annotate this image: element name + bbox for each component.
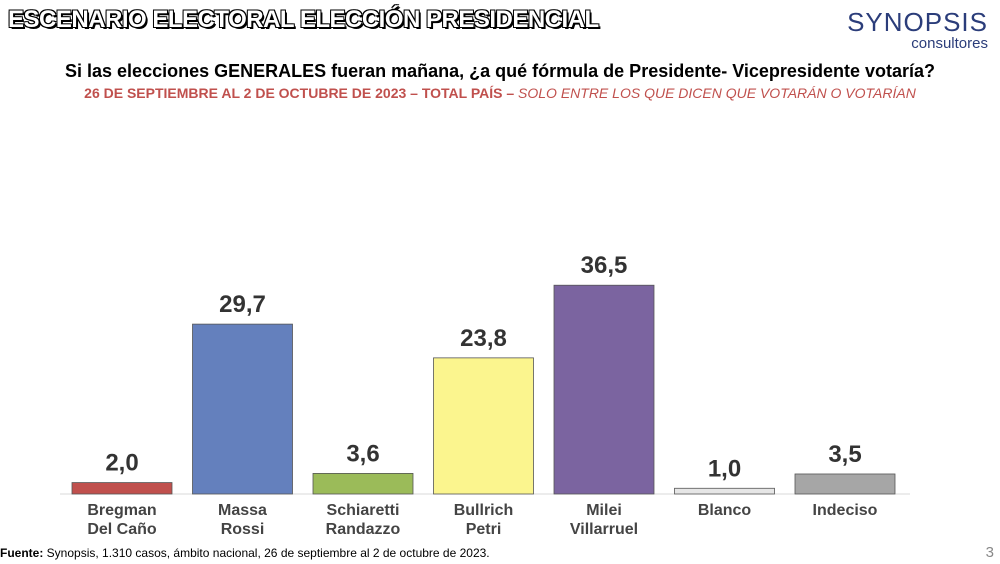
category-label-2-1: Randazzo [326,521,401,538]
bar-4 [553,284,655,495]
category-label-2-0: Schiaretti [327,502,400,519]
logo-sub-text: consultores [911,35,988,52]
category-label-4-1: Villarruel [570,521,638,538]
data-label-0: 2,0 [105,450,138,477]
data-label-2: 3,6 [346,440,379,467]
category-label-0-1: Del Caño [87,521,157,538]
header-title: ESCENARIO ELECTORAL ELECCIÓN PRESIDENCIA… [8,6,599,33]
category-label-3-0: Bullrich [454,502,514,519]
category-label-1-1: Rossi [221,521,265,538]
bar-3 [433,357,534,495]
category-label-6-0: Indeciso [813,502,878,519]
category-label-0-0: Bregman [87,502,156,519]
chart-subtitle: 26 DE SEPTIEMBRE AL 2 DE OCTUBRE DE 2023… [0,85,1000,101]
bar-0 [71,482,173,495]
data-label-4: 36,5 [581,252,628,279]
bar-1 [192,323,293,495]
category-label-5-0: Blanco [698,502,752,519]
source-note: Fuente: Synopsis, 1.310 casos, ámbito na… [0,546,490,560]
data-label-1: 29,7 [219,291,266,318]
category-label-1-0: Massa [218,502,267,519]
data-label-5: 1,0 [708,455,741,482]
bar-2 [312,473,414,495]
synopsis-logo: SYNOPSIS consultores [847,8,988,52]
data-label-3: 23,8 [460,325,507,352]
chart-question: Si las elecciones GENERALES fueran mañan… [65,61,935,81]
data-label-6: 3,5 [828,441,861,468]
page-number: 3 [985,544,994,561]
subtitle-italic: SOLO ENTRE LOS QUE DICEN QUE VOTARÁN O V… [518,85,916,101]
category-label-3-1: Petri [466,521,502,538]
subtitle-main: 26 DE SEPTIEMBRE AL 2 DE OCTUBRE DE 2023… [84,85,515,101]
category-label-4-0: Milei [586,502,622,519]
source-label: Fuente: [0,546,44,560]
bar-5 [674,487,775,495]
source-text: Synopsis, 1.310 casos, ámbito nacional, … [43,546,490,560]
bar-6 [794,473,896,495]
logo-main-text: SYNOPSIS [847,7,988,37]
